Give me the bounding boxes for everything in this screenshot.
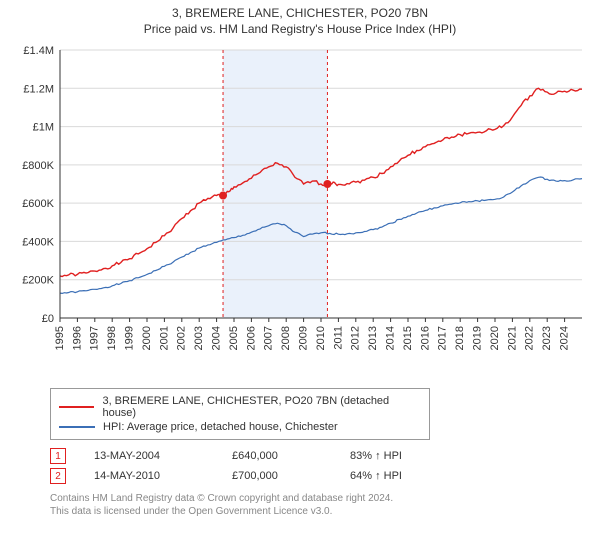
transaction-price: £640,000 <box>232 450 322 462</box>
svg-text:£0: £0 <box>42 313 54 325</box>
svg-text:1997: 1997 <box>89 326 101 350</box>
footer-attribution: Contains HM Land Registry data © Crown c… <box>50 492 590 518</box>
svg-text:2014: 2014 <box>385 326 397 350</box>
legend-swatch <box>59 426 95 428</box>
svg-text:2016: 2016 <box>419 326 431 350</box>
transaction-price: £700,000 <box>232 470 322 482</box>
svg-text:2019: 2019 <box>472 326 484 350</box>
svg-text:2001: 2001 <box>158 326 170 350</box>
transaction-marker: 2 <box>50 468 66 484</box>
svg-text:2024: 2024 <box>559 326 571 350</box>
svg-text:2007: 2007 <box>263 326 275 350</box>
transaction-pct: 83% ↑ HPI <box>350 450 402 462</box>
transactions-table: 1 13-MAY-2004 £640,000 83% ↑ HPI 2 14-MAY-201… <box>50 448 590 484</box>
svg-text:£800K: £800K <box>22 160 54 172</box>
svg-text:£200K: £200K <box>22 275 54 287</box>
footer-line1: Contains HM Land Registry data © Crown c… <box>50 492 590 505</box>
transaction-date: 14-MAY-2010 <box>94 470 204 482</box>
transaction-pct: 64% ↑ HPI <box>350 470 402 482</box>
svg-text:2018: 2018 <box>454 326 466 350</box>
svg-text:2011: 2011 <box>332 326 344 350</box>
svg-text:1998: 1998 <box>106 326 118 350</box>
svg-text:£1.4M: £1.4M <box>23 45 54 57</box>
legend-label: 3, BREMERE LANE, CHICHESTER, PO20 7BN (d… <box>102 395 421 419</box>
svg-text:1999: 1999 <box>124 326 136 350</box>
legend: 3, BREMERE LANE, CHICHESTER, PO20 7BN (d… <box>50 388 430 440</box>
legend-swatch <box>59 406 94 408</box>
svg-text:1996: 1996 <box>71 326 83 350</box>
svg-text:2013: 2013 <box>367 326 379 350</box>
svg-text:2005: 2005 <box>228 326 240 350</box>
svg-text:£1M: £1M <box>33 122 54 134</box>
legend-row: 3, BREMERE LANE, CHICHESTER, PO20 7BN (d… <box>59 395 421 419</box>
svg-text:2020: 2020 <box>489 326 501 350</box>
svg-text:1995: 1995 <box>54 326 66 350</box>
svg-text:2000: 2000 <box>141 326 153 350</box>
svg-text:2021: 2021 <box>506 326 518 350</box>
legend-row: HPI: Average price, detached house, Chic… <box>59 421 421 433</box>
svg-text:2009: 2009 <box>298 326 310 350</box>
svg-text:2002: 2002 <box>176 326 188 350</box>
svg-text:2017: 2017 <box>437 326 449 350</box>
svg-text:2006: 2006 <box>245 326 257 350</box>
transaction-marker: 1 <box>50 448 66 464</box>
price-chart: £0 £200K £400K £600K £800K £1M £1.2M £1.4M 1995 1… <box>10 42 590 382</box>
svg-text:£600K: £600K <box>22 198 54 210</box>
svg-text:£1.2M: £1.2M <box>23 83 54 95</box>
svg-text:2010: 2010 <box>315 326 327 350</box>
chart-title-line1: 3, BREMERE LANE, CHICHESTER, PO20 7BN <box>10 6 590 20</box>
transaction-row: 2 14-MAY-2010 £700,000 64% ↑ HPI <box>50 468 590 484</box>
svg-text:2003: 2003 <box>193 326 205 350</box>
svg-text:2023: 2023 <box>541 326 553 350</box>
svg-text:2004: 2004 <box>211 326 223 350</box>
svg-text:2008: 2008 <box>280 326 292 350</box>
footer-line2: This data is licensed under the Open Gov… <box>50 505 590 518</box>
chart-title-line2: Price paid vs. HM Land Registry's House … <box>10 22 590 36</box>
transaction-row: 1 13-MAY-2004 £640,000 83% ↑ HPI <box>50 448 590 464</box>
svg-text:£400K: £400K <box>22 236 54 248</box>
transaction-date: 13-MAY-2004 <box>94 450 204 462</box>
svg-text:2015: 2015 <box>402 326 414 350</box>
legend-label: HPI: Average price, detached house, Chic… <box>103 421 338 433</box>
svg-text:2022: 2022 <box>524 326 536 350</box>
svg-text:2012: 2012 <box>350 326 362 350</box>
